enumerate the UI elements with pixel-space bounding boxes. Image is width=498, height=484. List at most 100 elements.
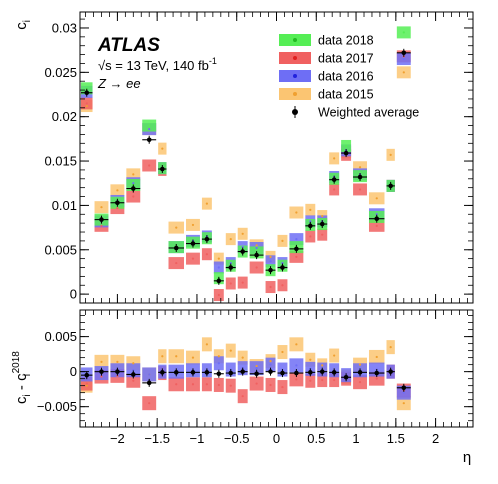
bottom-weighted-average-5: [158, 368, 167, 377]
top-point-data-2015-3: [132, 173, 135, 176]
atlas-label: ATLAS: [97, 35, 160, 56]
bottom-point-data-2016-9: [217, 362, 220, 365]
top-weighted-average-6: [168, 243, 185, 252]
bottom-weighted-average-12: [249, 369, 264, 378]
top-weighted-average-12: [249, 251, 264, 260]
x-tick-label-2: −1: [190, 431, 205, 446]
bottom-point-data-2017-4: [148, 402, 151, 405]
top-point-data-2017-21: [375, 224, 378, 227]
top-point-data-2016-14: [281, 261, 284, 265]
top-y-tick-label-2: 0.01: [52, 198, 77, 213]
top-point-data-2015-7: [191, 223, 195, 227]
bottom-point-data-2017-17: [321, 378, 324, 382]
top-point-data-2015-20: [358, 166, 362, 169]
x-tick-label-7: 1.5: [387, 431, 405, 446]
bottom-weighted-average-markers: [81, 367, 411, 392]
bottom-point-data-2015-15: [295, 343, 298, 346]
x-tick-label-3: −0.5: [224, 431, 250, 446]
bottom-weighted-average-8: [201, 368, 212, 377]
x-tick-label-4: 0: [273, 431, 280, 446]
top-weighted-average-3: [126, 184, 141, 193]
top-point-data-2017-7: [191, 257, 195, 260]
legend-label-4: Weighted average: [318, 106, 419, 120]
bottom-point-data-2016-15: [295, 364, 298, 367]
bottom-weighted-average-22: [386, 367, 395, 376]
bottom-point-data-2017-20: [358, 381, 362, 384]
bottom-weighted-average-7: [186, 368, 200, 377]
legend-entry-1: data 2017: [279, 52, 374, 66]
top-point-data-2016-15: [295, 238, 298, 241]
top-point-data-2015-21: [375, 197, 378, 200]
bottom-point-data-2017-12: [255, 382, 258, 385]
top-point-data-2015-8: [205, 202, 208, 205]
bottom-weighted-average-23: [396, 383, 411, 392]
bottom-point-data-2017-14: [281, 385, 284, 389]
bottom-point-data-2015-9: [217, 355, 220, 358]
top-point-data-2015-23: [402, 71, 405, 74]
bottom-point-data-2017-0: [85, 382, 88, 385]
legend-entry-2: data 2016: [279, 70, 374, 84]
top-weighted-average-4: [142, 135, 157, 144]
top-weighted-average-9: [213, 276, 224, 285]
bottom-y-tick-label-2: 0.005: [44, 329, 77, 344]
bottom-point-data-2015-20: [358, 363, 362, 366]
bottom-point-data-2015-10: [229, 349, 232, 352]
top-point-data-2015-14: [281, 239, 284, 242]
bottom-point-data-2017-13: [269, 383, 272, 387]
bottom-weighted-average-6: [168, 368, 185, 377]
bottom-weighted-average-14: [277, 369, 288, 378]
legend-label-0: data 2018: [318, 34, 374, 48]
top-y-tick-label-5: 0.025: [44, 65, 77, 80]
bottom-weighted-average-19: [341, 373, 352, 382]
top-weighted-average-10: [225, 263, 236, 272]
top-point-data-2017-14: [281, 284, 284, 287]
bottom-point-data-2015-16: [309, 358, 312, 361]
bottom-weighted-average-18: [329, 368, 340, 377]
bottom-point-data-2016-13: [269, 363, 272, 366]
top-point-data-2018-0: [85, 87, 88, 90]
top-point-data-2015-16: [309, 208, 312, 211]
top-weighted-average-17: [317, 220, 328, 229]
top-weighted-average-5: [158, 165, 167, 174]
bottom-point-data-2015-23: [402, 402, 405, 405]
top-weighted-average-15: [289, 244, 304, 253]
top-point-data-2016-3: [132, 182, 135, 185]
bottom-point-data-2017-18: [333, 378, 336, 382]
bottom-y-tick-label-1: 0: [70, 364, 77, 379]
top-y-tick-label-6: 0.03: [52, 20, 77, 35]
top-weighted-average-23: [396, 48, 411, 57]
top-point-data-2017-16: [309, 235, 312, 238]
legend-label-2: data 2016: [318, 70, 374, 84]
top-point-data-2017-17: [321, 233, 324, 236]
bottom-weighted-average-15: [289, 369, 304, 378]
top-point-data-2016-4: [148, 128, 151, 131]
bottom-point-data-2015-3: [132, 362, 135, 365]
top-point-data-2015-5: [161, 147, 164, 150]
legend-label-1: data 2017: [318, 52, 374, 66]
bottom-point-data-2016-4: [148, 373, 151, 376]
legend-entry-0: data 2018: [279, 34, 374, 48]
bottom-x-ticks: −2 −1.5 −1 −0.5 0 0.5 1 1.5 2: [85, 310, 468, 446]
bottom-point-data-2017-21: [375, 377, 378, 380]
bottom-point-data-2015-2: [116, 360, 119, 363]
bottom-point-data-2015-6: [175, 355, 178, 358]
bottom-weighted-average-17: [317, 367, 328, 376]
bottom-panel: −0.005 0 0.005 −2 −1.5 −1 −0.5 0 0.5 1 1.5 2: [37, 309, 474, 446]
top-point-data-2017-6: [175, 261, 178, 265]
top-point-data-2017-2: [116, 206, 119, 210]
top-point-data-2015-22: [389, 153, 392, 156]
top-point-data-2015-13: [269, 255, 272, 258]
top-y-ticks: 0 0.005 0.01 0.015 0.02 0.025 0.03: [44, 18, 473, 304]
x-tick-label-1: −1.5: [144, 431, 170, 446]
bottom-weighted-average-11: [237, 367, 248, 376]
top-point-data-2015-6: [175, 226, 178, 229]
top-point-data-2015-2: [116, 189, 119, 192]
x-axis-title: η: [463, 449, 471, 466]
bottom-point-data-2015-22: [389, 346, 392, 349]
legend-label-3: data 2015: [318, 88, 374, 102]
bottom-point-data-2017-3: [132, 379, 135, 382]
top-weighted-average-16: [305, 221, 316, 230]
top-point-data-2017-3: [132, 195, 135, 198]
bottom-point-data-2015-17: [321, 364, 324, 367]
